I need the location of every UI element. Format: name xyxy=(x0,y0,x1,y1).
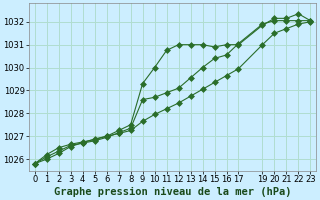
X-axis label: Graphe pression niveau de la mer (hPa): Graphe pression niveau de la mer (hPa) xyxy=(54,186,291,197)
